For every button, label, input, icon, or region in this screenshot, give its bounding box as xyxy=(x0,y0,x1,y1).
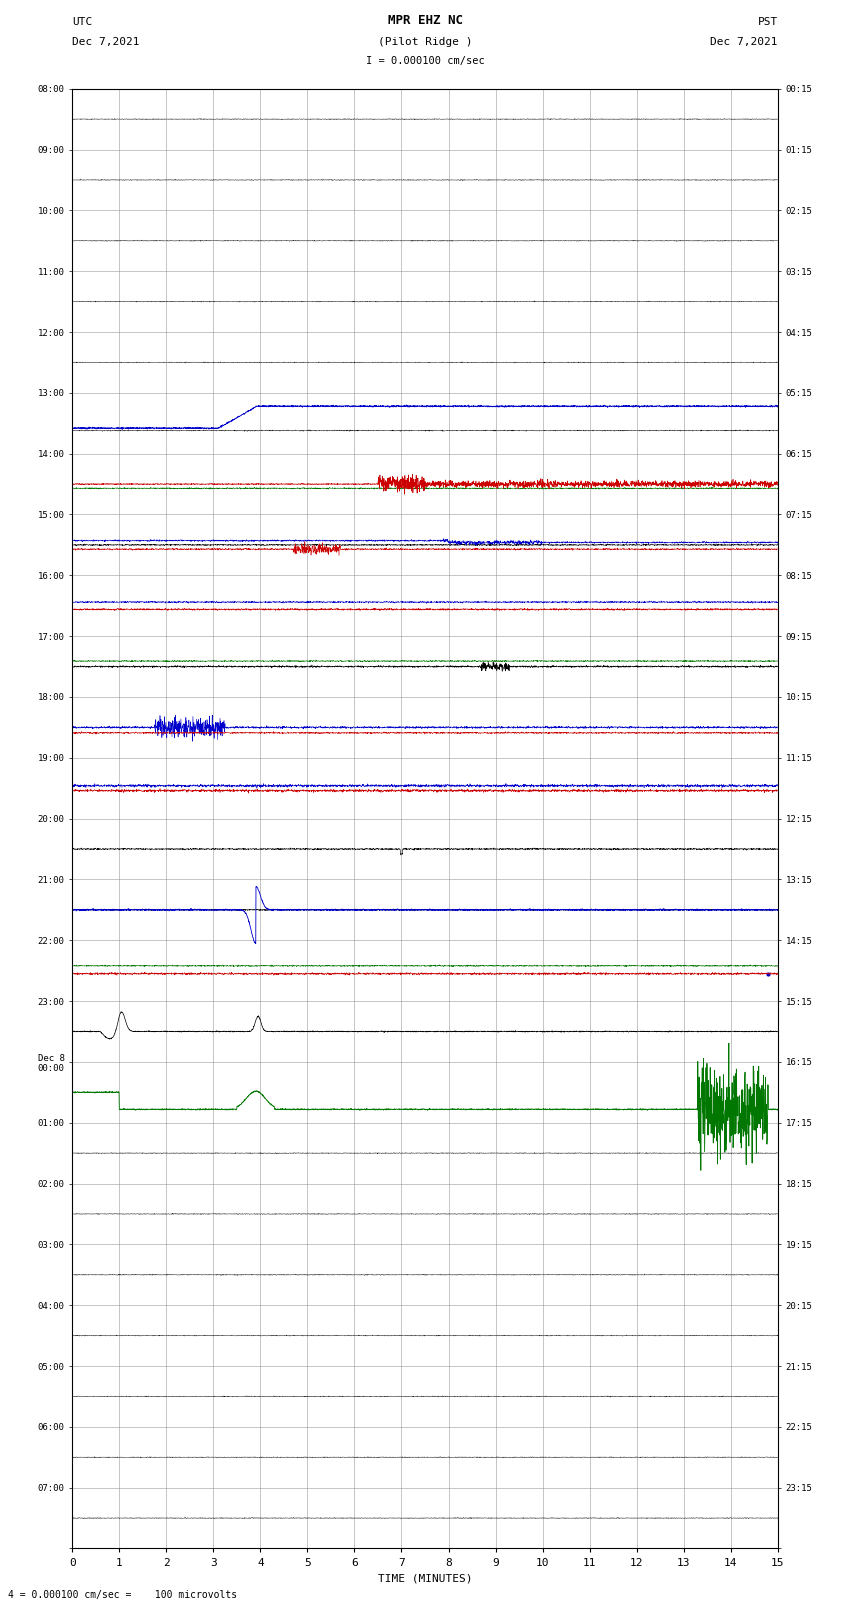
Text: (Pilot Ridge ): (Pilot Ridge ) xyxy=(377,37,473,47)
X-axis label: TIME (MINUTES): TIME (MINUTES) xyxy=(377,1573,473,1582)
Text: PST: PST xyxy=(757,18,778,27)
Text: MPR EHZ NC: MPR EHZ NC xyxy=(388,15,462,27)
Text: I = 0.000100 cm/sec: I = 0.000100 cm/sec xyxy=(366,56,484,66)
Text: Dec 7,2021: Dec 7,2021 xyxy=(72,37,139,47)
Text: 4 = 0.000100 cm/sec =    100 microvolts: 4 = 0.000100 cm/sec = 100 microvolts xyxy=(8,1590,238,1600)
Text: Dec 7,2021: Dec 7,2021 xyxy=(711,37,778,47)
Text: UTC: UTC xyxy=(72,18,93,27)
